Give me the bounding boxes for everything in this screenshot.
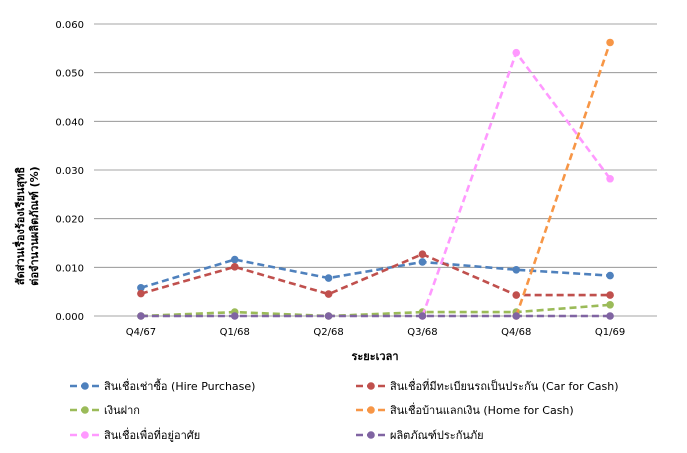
series-line: [140, 303, 611, 318]
x-axis-title: ระยะเวลา: [351, 350, 398, 363]
data-point: [324, 290, 333, 298]
legend-item: สินเชื่อเพื่อที่อยู่อาศัย: [70, 427, 200, 442]
x-tick-label: Q4/68: [501, 327, 531, 338]
legend-item: ผลิตภัณฑ์ประกันภัย: [356, 429, 484, 442]
data-point: [512, 265, 521, 274]
data-point: [418, 250, 427, 258]
data-point: [512, 312, 521, 320]
x-tick-label: Q1/68: [220, 327, 250, 338]
data-point: [230, 263, 239, 271]
series-line: [515, 42, 612, 317]
data-point: [606, 38, 614, 47]
data-point: [324, 274, 333, 282]
legend-swatch-marker: [367, 382, 375, 390]
legend-label: เงินฝาก: [104, 404, 140, 417]
x-tick-label: Q3/68: [407, 327, 437, 338]
series-line: [140, 252, 611, 297]
y-axis-title-line1: สัดส่วนเรื่องร้องเรียนสุทธิ: [12, 167, 28, 285]
data-point: [606, 312, 614, 320]
data-point: [137, 312, 145, 320]
legend-item: สินเชื่อเช่าซื้อ (Hire Purchase): [70, 378, 255, 393]
data-point: [606, 174, 614, 183]
legend-label: สินเชื่อเช่าซื้อ (Hire Purchase): [104, 378, 256, 393]
legend-swatch-marker: [81, 382, 89, 390]
y-axis-title: สัดส่วนเรื่องร้องเรียนสุทธิ ต่อจำนวนผลิต…: [12, 166, 41, 285]
y-tick-label: 0.060: [55, 20, 84, 31]
data-point: [606, 301, 614, 309]
x-axis-ticks: Q4/67 Q1/68 Q2/68 Q3/68 Q4/68 Q1/69: [126, 327, 625, 338]
y-axis-ticks: 0.000 0.010 0.020 0.030 0.040 0.050 0.060: [55, 20, 84, 323]
x-tick-label: Q1/69: [595, 327, 625, 338]
gridlines: [94, 23, 657, 317]
data-point: [230, 255, 239, 264]
series-3: [512, 38, 614, 320]
legend-swatch-marker: [81, 406, 89, 414]
data-point: [230, 312, 239, 320]
data-point: [512, 291, 521, 299]
y-tick-label: 0.000: [55, 312, 84, 323]
x-tick-label: Q4/67: [126, 327, 156, 338]
y-tick-label: 0.020: [55, 215, 84, 226]
legend-item: สินเชื่อที่มีทะเบียนรถเป็นประกัน (Car fo…: [356, 378, 619, 393]
legend: สินเชื่อเช่าซื้อ (Hire Purchase) สินเชื่อ…: [70, 378, 619, 442]
y-tick-label: 0.050: [55, 69, 84, 80]
legend-label: สินเชื่อบ้านแลกเงิน (Home for Cash): [390, 402, 574, 417]
legend-swatch-marker: [81, 431, 89, 439]
legend-item: สินเชื่อบ้านแลกเงิน (Home for Cash): [356, 402, 574, 417]
series-5: [137, 312, 614, 320]
y-tick-label: 0.030: [55, 166, 84, 177]
y-tick-label: 0.010: [55, 263, 84, 274]
data-point: [324, 312, 333, 320]
data-point: [418, 258, 427, 266]
y-axis-title-line2: ต่อจำนวนผลิตภัณฑ์ (%): [28, 166, 41, 285]
series-4: [418, 48, 614, 320]
x-tick-label: Q2/68: [313, 327, 343, 338]
series-line: [421, 49, 612, 317]
data-point: [606, 271, 614, 280]
legend-label: สินเชื่อที่มีทะเบียนรถเป็นประกัน (Car fo…: [390, 378, 619, 393]
data-point: [512, 48, 521, 57]
series-1: [137, 250, 614, 299]
data-point: [418, 312, 427, 320]
y-tick-label: 0.040: [55, 117, 84, 128]
legend-label: สินเชื่อเพื่อที่อยู่อาศัย: [104, 427, 200, 442]
data-point: [137, 283, 145, 292]
legend-swatch-marker: [367, 431, 375, 439]
data-point: [137, 289, 145, 298]
data-point: [606, 291, 614, 299]
series-lines: [137, 38, 614, 320]
legend-item: เงินฝาก: [70, 404, 140, 417]
legend-label: ผลิตภัณฑ์ประกันภัย: [390, 429, 484, 442]
legend-swatch-marker: [367, 406, 375, 414]
